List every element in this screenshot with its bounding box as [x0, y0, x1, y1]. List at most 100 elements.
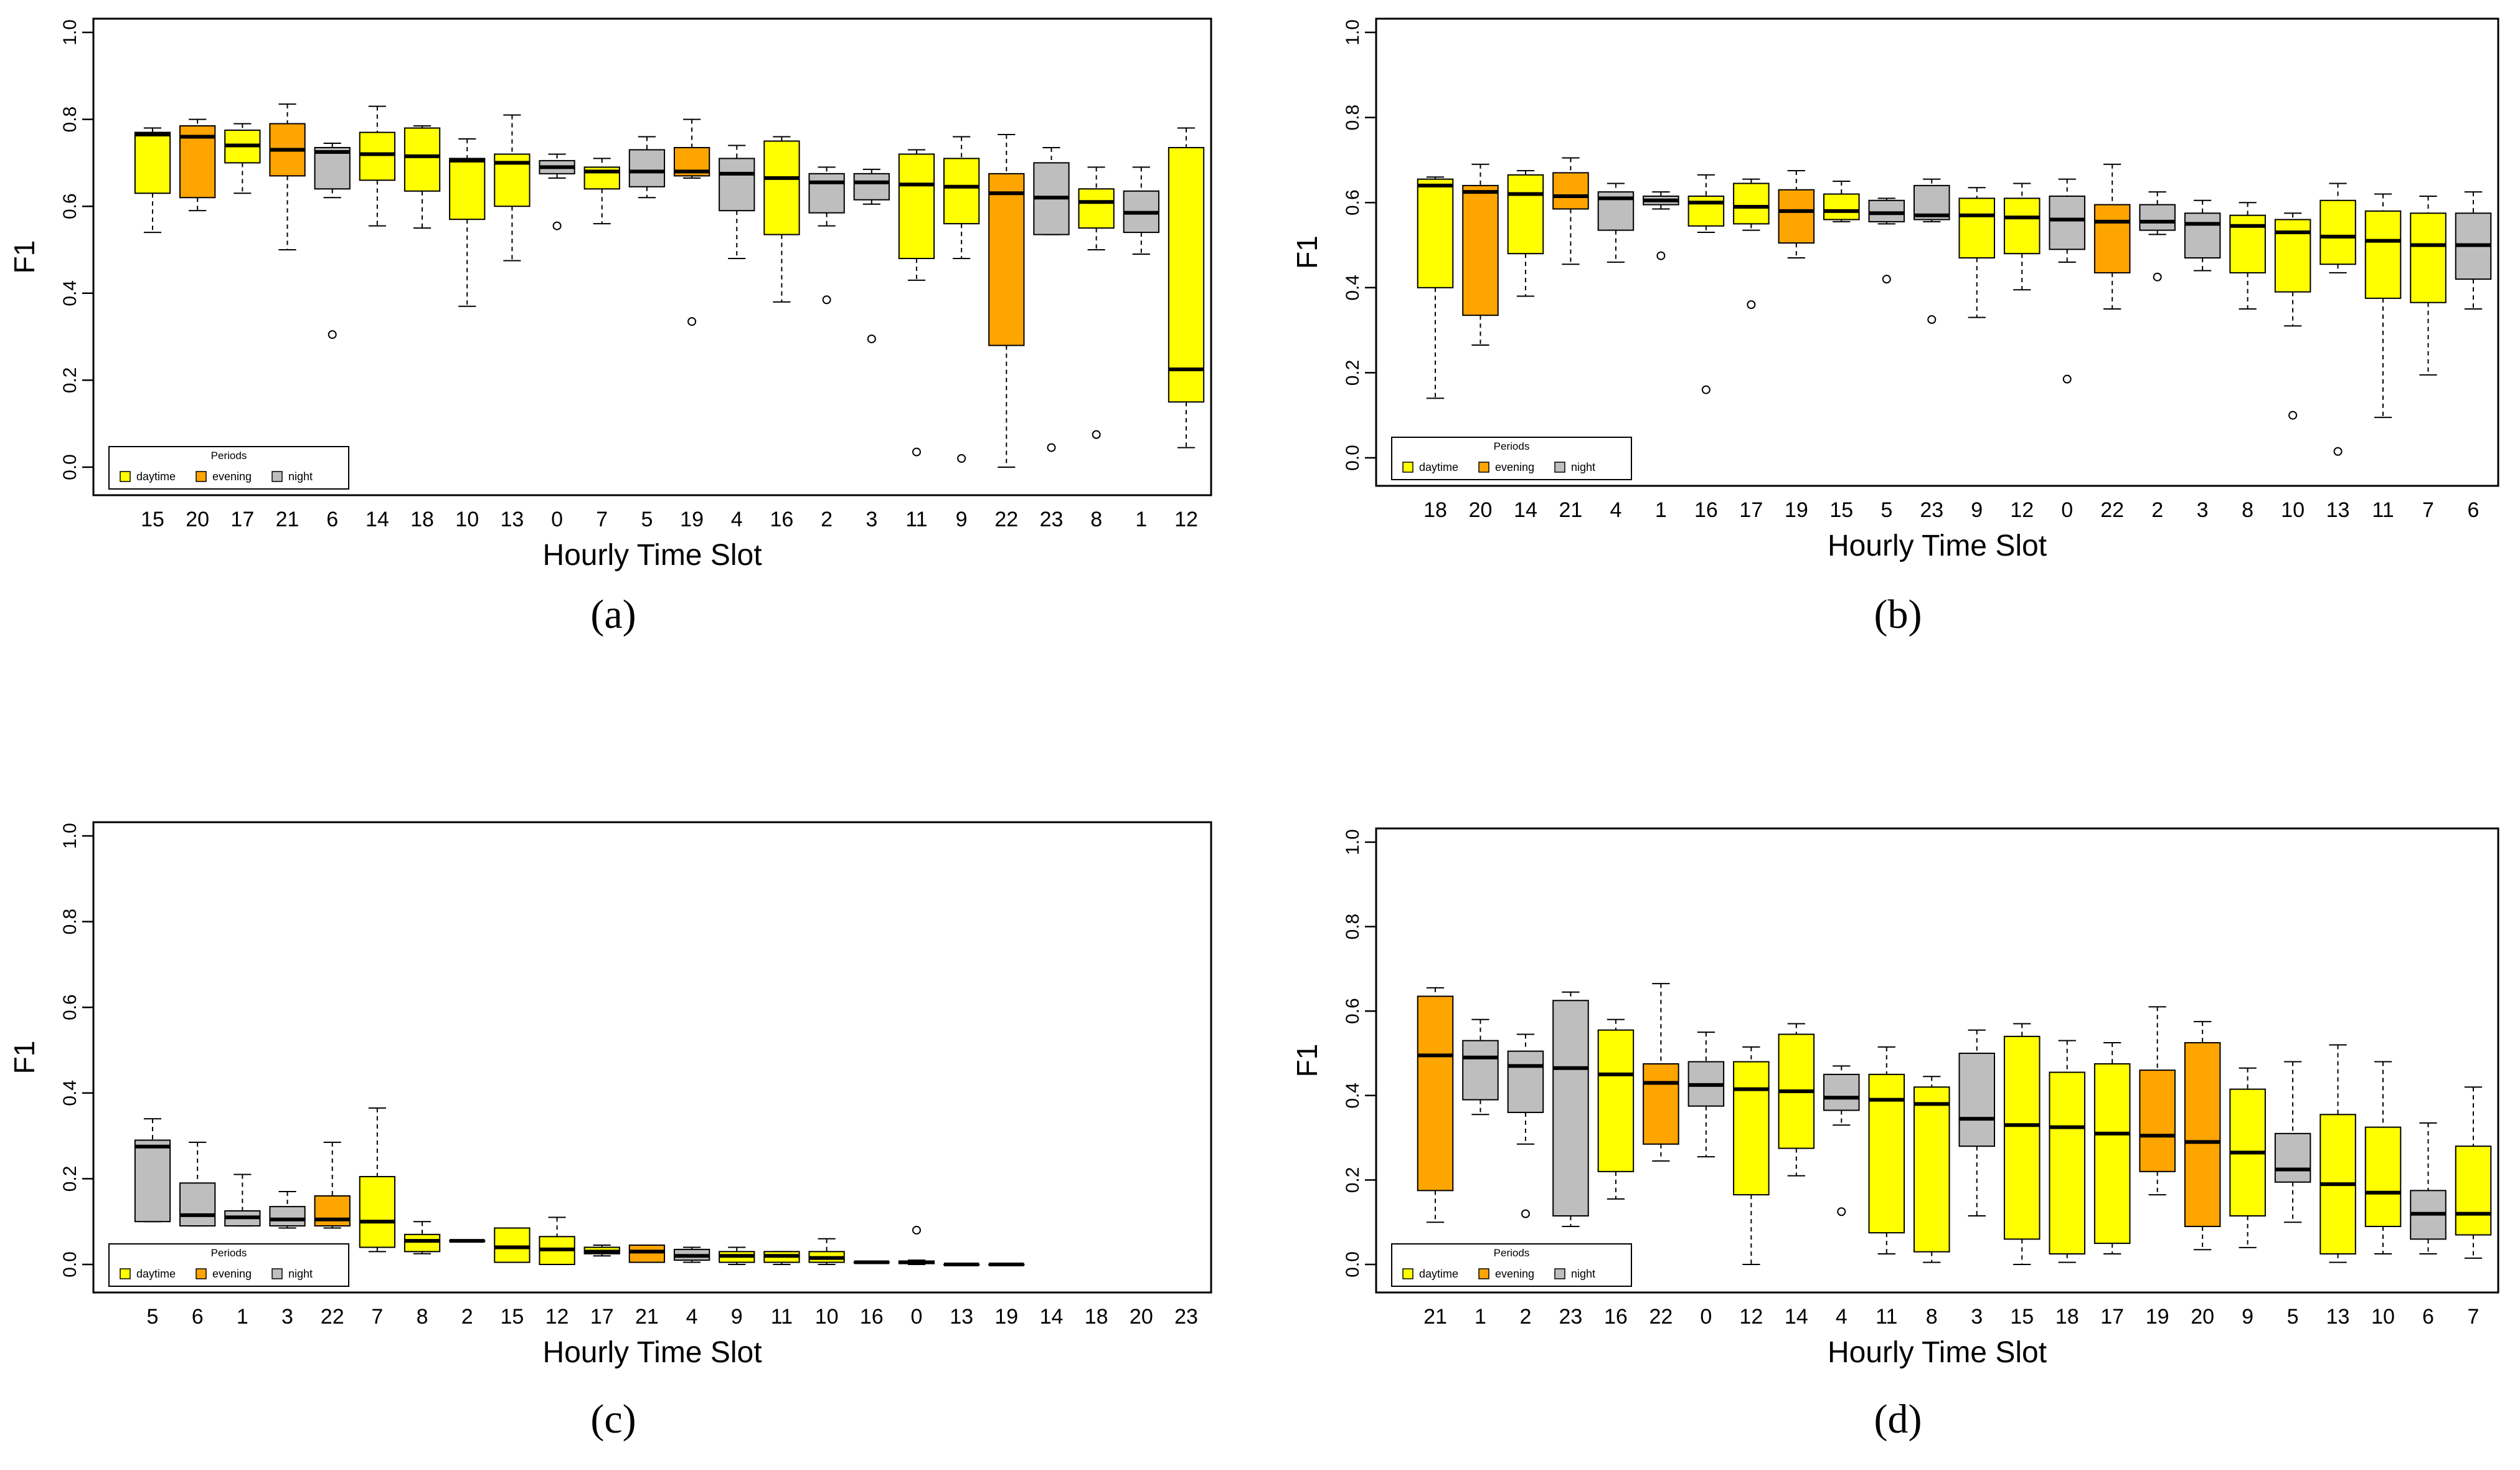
x-tick-label-c: 22	[321, 1305, 344, 1329]
legend-title-b: Periods	[1494, 440, 1530, 452]
x-tick-label-c: 18	[1085, 1305, 1108, 1329]
x-axis-label-d: Hourly Time Slot	[1828, 1336, 2047, 1369]
x-tick-label-d: 20	[2191, 1305, 2214, 1329]
y-tick-label-c: 0.2	[60, 1166, 80, 1192]
x-tick-label-d: 8	[1926, 1305, 1938, 1329]
x-tick-label-c: 11	[771, 1305, 793, 1329]
legend-swatch-b	[1402, 462, 1413, 473]
x-tick-label-a: 13	[500, 508, 524, 531]
legend-swatch-a	[271, 471, 283, 482]
plot-frame-b	[1375, 17, 2499, 487]
outlier-b	[1927, 315, 1937, 325]
box-d	[1507, 1050, 1544, 1113]
legend-label-c: evening	[212, 1268, 252, 1280]
x-tick-label-b: 11	[2372, 498, 2394, 522]
box-a	[719, 158, 755, 212]
legend-label-a: daytime	[136, 470, 176, 483]
x-tick-label-c: 14	[1040, 1305, 1064, 1329]
box-b	[2003, 197, 2041, 255]
outlier-a	[957, 454, 966, 463]
box-c	[314, 1195, 351, 1227]
x-tick-label-d: 7	[2468, 1305, 2480, 1329]
y-tick-label-b: 0.6	[1343, 189, 1363, 216]
outlier-c	[912, 1225, 921, 1235]
box-b	[2093, 204, 2131, 273]
caption-b: (b)	[1874, 592, 1922, 637]
box-d	[1823, 1073, 1860, 1111]
outlier-b	[2333, 447, 2343, 456]
box-c	[179, 1182, 216, 1227]
legend-title-c: Periods	[211, 1247, 247, 1259]
legend-swatch-c	[120, 1268, 131, 1279]
box-d	[1913, 1086, 1950, 1253]
legend-label-d: night	[1571, 1268, 1595, 1280]
box-d	[2184, 1042, 2221, 1227]
plot-frame-a	[92, 17, 1212, 496]
legend-swatch-c	[271, 1268, 283, 1279]
x-tick-label-b: 9	[1971, 498, 1983, 522]
legend-label-b: night	[1571, 461, 1595, 473]
x-tick-label-a: 7	[596, 508, 608, 531]
y-tick-label-d: 0.4	[1343, 1083, 1363, 1109]
x-tick-label-b: 13	[2326, 498, 2350, 522]
y-tick-label-b: 0.8	[1343, 105, 1363, 131]
x-tick-label-d: 11	[1876, 1305, 1897, 1329]
x-tick-label-d: 12	[1739, 1305, 1763, 1329]
x-tick-label-d: 10	[2371, 1305, 2395, 1329]
x-tick-label-b: 5	[1881, 498, 1892, 522]
x-tick-label-a: 20	[186, 508, 209, 531]
legend-label-a: night	[288, 470, 313, 483]
x-tick-label-c: 21	[635, 1305, 659, 1329]
y-tick-label-a: 0.8	[60, 107, 80, 133]
y-tick-label-c: 0.8	[60, 909, 80, 935]
y-tick-label-c: 0.4	[60, 1080, 80, 1106]
outlier-a	[867, 334, 876, 344]
x-tick-label-b: 12	[2010, 498, 2034, 522]
legend-swatch-a	[196, 471, 207, 482]
x-tick-label-d: 17	[2100, 1305, 2124, 1329]
legend-label-d: daytime	[1419, 1268, 1458, 1280]
x-tick-label-c: 16	[860, 1305, 884, 1329]
x-axis-label-c: Hourly Time Slot	[542, 1336, 762, 1369]
box-a	[943, 158, 980, 225]
box-b	[1417, 178, 1454, 288]
y-axis-label-c: F1	[8, 1041, 40, 1074]
box-c	[134, 1139, 171, 1223]
x-tick-label-d: 4	[1836, 1305, 1848, 1329]
x-tick-label-b: 8	[2242, 498, 2253, 522]
x-tick-label-a: 11	[905, 508, 927, 531]
plot-frame-d	[1375, 827, 2499, 1294]
box-c	[628, 1245, 666, 1263]
x-tick-label-d: 15	[2010, 1305, 2034, 1329]
box-a	[763, 140, 800, 235]
x-tick-label-b: 15	[1829, 498, 1853, 522]
legend-label-a: evening	[212, 470, 252, 483]
x-tick-label-d: 22	[1649, 1305, 1673, 1329]
x-tick-label-b: 2	[2151, 498, 2163, 522]
box-d	[2049, 1071, 2085, 1255]
x-tick-label-d: 23	[1559, 1305, 1583, 1329]
x-tick-label-c: 0	[910, 1305, 922, 1329]
x-tick-label-b: 6	[2468, 498, 2480, 522]
y-axis-label-a: F1	[8, 240, 40, 274]
x-tick-label-a: 16	[770, 508, 794, 531]
x-tick-label-a: 6	[326, 508, 338, 531]
outlier-b	[1882, 275, 1891, 284]
y-axis-label-d: F1	[1291, 1044, 1323, 1078]
box-c	[403, 1233, 441, 1253]
box-d	[1958, 1053, 1996, 1147]
outlier-b	[2062, 374, 2072, 384]
legend-swatch-c	[196, 1268, 207, 1279]
legend-box-c	[108, 1243, 349, 1287]
x-axis-label-b: Hourly Time Slot	[1828, 529, 2047, 562]
x-tick-label-a: 3	[866, 508, 877, 531]
x-tick-label-d: 19	[2146, 1305, 2169, 1329]
box-d	[1462, 1040, 1499, 1101]
x-tick-label-b: 20	[1469, 498, 1493, 522]
outlier-b	[1656, 251, 1666, 260]
box-a	[853, 173, 890, 201]
outlier-b	[2153, 272, 2162, 282]
x-tick-label-b: 4	[1610, 498, 1621, 522]
outlier-a	[822, 295, 831, 305]
box-d	[1643, 1063, 1679, 1145]
